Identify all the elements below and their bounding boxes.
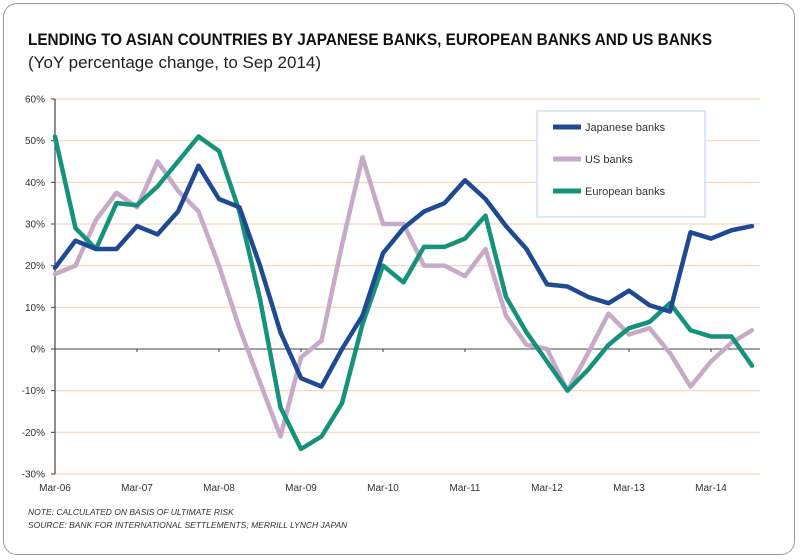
y-tick-label: -20% bbox=[22, 428, 45, 439]
chart-subtitle: (YoY percentage change, to Sep 2014) bbox=[28, 53, 322, 72]
x-tick-label: Mar-14 bbox=[695, 483, 727, 494]
x-tick-label: Mar-10 bbox=[367, 483, 399, 494]
chart-source: SOURCE: BANK FOR INTERNATIONAL SETTLEMEN… bbox=[28, 520, 348, 530]
y-tick-label: 60% bbox=[25, 95, 45, 106]
y-tick-label: 10% bbox=[25, 303, 45, 314]
y-tick-label: -30% bbox=[22, 470, 45, 481]
x-tick-label: Mar-13 bbox=[613, 483, 645, 494]
x-tick-label: Mar-07 bbox=[121, 483, 153, 494]
y-tick-label: 50% bbox=[25, 136, 45, 147]
y-tick-label: -10% bbox=[22, 386, 45, 397]
x-tick-label: Mar-06 bbox=[39, 483, 71, 494]
x-tick-label: Mar-12 bbox=[531, 483, 563, 494]
y-tick-label: 40% bbox=[25, 178, 45, 189]
legend-label: Japanese banks bbox=[585, 122, 666, 134]
y-tick-label: 30% bbox=[25, 220, 45, 231]
x-tick-label: Mar-08 bbox=[203, 483, 235, 494]
legend-label: European banks bbox=[585, 186, 666, 198]
y-tick-label: 20% bbox=[25, 261, 45, 272]
x-tick-label: Mar-11 bbox=[450, 483, 481, 494]
chart-frame bbox=[3, 3, 795, 555]
chart-note: NOTE: CALCULATED ON BASIS OF ULTIMATE RI… bbox=[28, 507, 234, 517]
chart-title: LENDING TO ASIAN COUNTRIES BY JAPANESE B… bbox=[28, 30, 713, 49]
legend-label: US banks bbox=[585, 154, 633, 166]
y-tick-label: 0% bbox=[31, 345, 46, 356]
x-tick-label: Mar-09 bbox=[285, 483, 317, 494]
